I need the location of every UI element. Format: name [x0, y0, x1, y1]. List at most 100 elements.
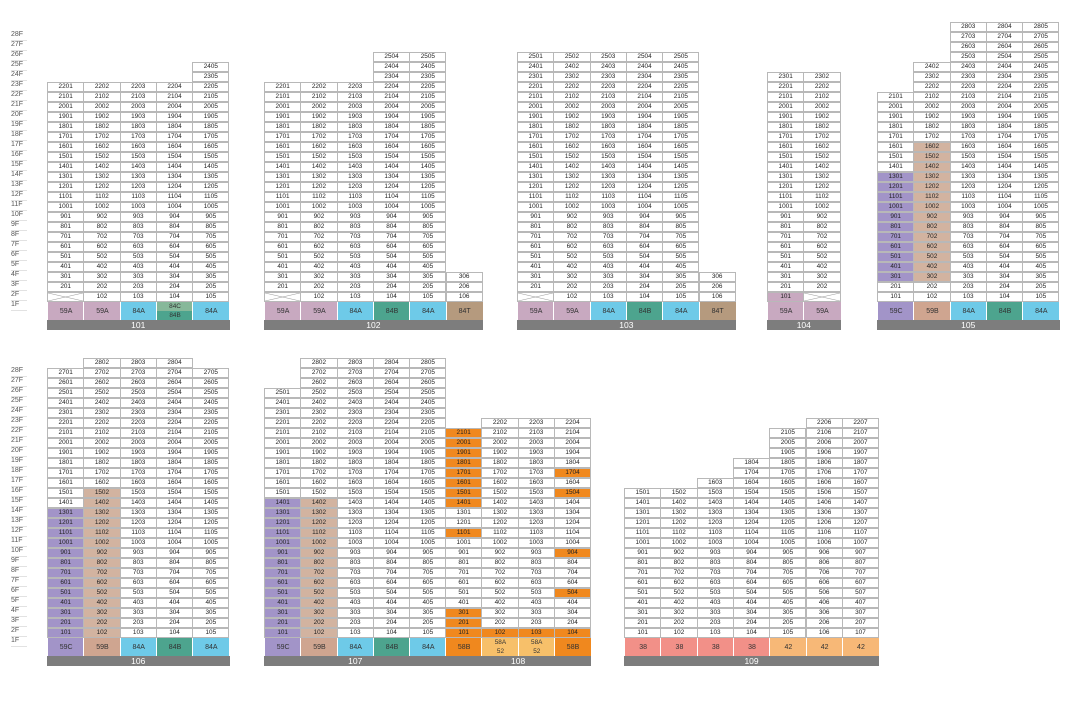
unit-cell[interactable]: 1402: [660, 498, 698, 508]
unit-cell[interactable]: 704: [372, 568, 411, 578]
unit-cell[interactable]: 902: [83, 548, 121, 558]
unit-cell[interactable]: 1707: [841, 468, 880, 478]
unit-cell[interactable]: 1701: [517, 132, 555, 142]
unit-cell[interactable]: 2302: [300, 408, 338, 418]
unit-cell[interactable]: 102: [553, 292, 591, 302]
unit-cell[interactable]: 1203: [119, 518, 157, 528]
unit-cell[interactable]: 805: [1022, 222, 1060, 232]
unit-cell[interactable]: 1802: [481, 458, 519, 468]
unit-cell[interactable]: 1602: [913, 142, 951, 152]
unit-cell[interactable]: 802: [913, 222, 951, 232]
unit-cell[interactable]: 1804: [732, 458, 771, 468]
unit-cell[interactable]: 1701: [47, 468, 85, 478]
unit-cell[interactable]: 2004: [625, 102, 664, 112]
unit-cell[interactable]: 1701: [877, 132, 915, 142]
unit-cell[interactable]: 501: [445, 588, 483, 598]
unit-cell[interactable]: 902: [803, 212, 841, 222]
unit-cell[interactable]: 904: [155, 212, 194, 222]
unit-cell[interactable]: 2804: [155, 358, 194, 368]
unit-cell[interactable]: 1702: [481, 468, 519, 478]
unit-cell[interactable]: 1005: [409, 538, 447, 548]
unit-cell[interactable]: 2405: [1022, 62, 1060, 72]
unit-cell[interactable]: 1105: [192, 528, 230, 538]
unit-cell[interactable]: 402: [481, 598, 519, 608]
unit-cell[interactable]: 2004: [553, 438, 592, 448]
unit-cell[interactable]: 303: [589, 272, 627, 282]
unit-cell[interactable]: 601: [264, 578, 302, 588]
unit-cell[interactable]: 705: [192, 568, 230, 578]
unit-cell[interactable]: 203: [696, 618, 734, 628]
unit-cell[interactable]: 2101: [47, 92, 85, 102]
unit-cell[interactable]: 2702: [300, 368, 338, 378]
unit-cell[interactable]: 406: [805, 598, 843, 608]
unit-cell[interactable]: 305: [662, 272, 700, 282]
unit-cell[interactable]: 1101: [624, 528, 662, 538]
unit-cell[interactable]: 305: [409, 272, 447, 282]
unit-cell[interactable]: 1306: [805, 508, 843, 518]
unit-cell[interactable]: 1301: [47, 508, 85, 518]
unit-cell[interactable]: 103: [589, 292, 627, 302]
unit-cell[interactable]: 302: [83, 272, 121, 282]
unit-cell[interactable]: 1504: [625, 152, 664, 162]
unit-cell[interactable]: 105: [769, 628, 807, 638]
unit-cell[interactable]: 1403: [949, 162, 987, 172]
unit-cell[interactable]: 904: [985, 212, 1024, 222]
unit-cell[interactable]: 2603: [949, 42, 987, 52]
unit-cell[interactable]: 103: [517, 628, 555, 638]
unit-cell[interactable]: 904: [553, 548, 592, 558]
unit-cell[interactable]: 1003: [119, 538, 157, 548]
unit-cell[interactable]: 501: [47, 252, 85, 262]
unit-cell[interactable]: 1202: [803, 182, 841, 192]
unit-cell[interactable]: 2004: [155, 102, 194, 112]
unit-cell[interactable]: 1703: [119, 468, 157, 478]
unit-cell[interactable]: 505: [192, 252, 230, 262]
unit-cell[interactable]: 2301: [517, 72, 555, 82]
unit-cell[interactable]: 403: [696, 598, 734, 608]
unit-cell[interactable]: 1804: [553, 458, 592, 468]
unit-cell[interactable]: 103: [119, 628, 157, 638]
unit-cell[interactable]: 505: [409, 252, 447, 262]
unit-cell[interactable]: 2504: [155, 388, 194, 398]
unit-cell[interactable]: 1404: [155, 162, 194, 172]
unit-cell[interactable]: 206: [445, 282, 483, 292]
unit-cell[interactable]: 1304: [625, 172, 664, 182]
unit-cell[interactable]: 2102: [553, 92, 591, 102]
unit-cell[interactable]: 104: [732, 628, 771, 638]
unit-cell[interactable]: 504: [155, 252, 194, 262]
unit-cell[interactable]: 2505: [409, 52, 447, 62]
unit-cell[interactable]: 1201: [767, 182, 805, 192]
unit-cell[interactable]: 1002: [83, 202, 121, 212]
unit-cell[interactable]: 401: [47, 598, 85, 608]
unit-cell[interactable]: 2103: [517, 428, 555, 438]
unit-cell[interactable]: 1903: [119, 448, 157, 458]
unit-cell[interactable]: 1103: [949, 192, 987, 202]
unit-cell[interactable]: 605: [409, 242, 447, 252]
unit-cell[interactable]: 1303: [949, 172, 987, 182]
unit-cell[interactable]: 1402: [913, 162, 951, 172]
unit-cell[interactable]: 1905: [1022, 112, 1060, 122]
unit-cell[interactable]: 1103: [336, 528, 374, 538]
unit-cell[interactable]: 1206: [805, 518, 843, 528]
unit-cell[interactable]: 504: [732, 588, 771, 598]
unit-cell[interactable]: 1601: [877, 142, 915, 152]
unit-cell[interactable]: 2504: [985, 52, 1024, 62]
unit-cell[interactable]: 805: [769, 558, 807, 568]
unit-cell[interactable]: 1505: [409, 152, 447, 162]
unit-cell[interactable]: 1104: [372, 528, 411, 538]
unit-cell[interactable]: 1701: [767, 132, 805, 142]
unit-cell[interactable]: 703: [517, 568, 555, 578]
unit-cell[interactable]: 1204: [372, 182, 411, 192]
unit-cell[interactable]: 1804: [155, 122, 194, 132]
unit-cell[interactable]: 603: [696, 578, 734, 588]
unit-cell[interactable]: 2803: [336, 358, 374, 368]
unit-cell[interactable]: 1405: [1022, 162, 1060, 172]
unit-cell[interactable]: 2102: [300, 92, 338, 102]
unit-cell[interactable]: 2504: [372, 388, 411, 398]
unit-cell[interactable]: 1903: [949, 112, 987, 122]
unit-cell[interactable]: 1202: [300, 182, 338, 192]
unit-cell[interactable]: 2302: [913, 72, 951, 82]
unit-cell[interactable]: 704: [985, 232, 1024, 242]
unit-cell[interactable]: 1205: [409, 182, 447, 192]
unit-cell[interactable]: 2802: [300, 358, 338, 368]
unit-cell[interactable]: 1705: [1022, 132, 1060, 142]
